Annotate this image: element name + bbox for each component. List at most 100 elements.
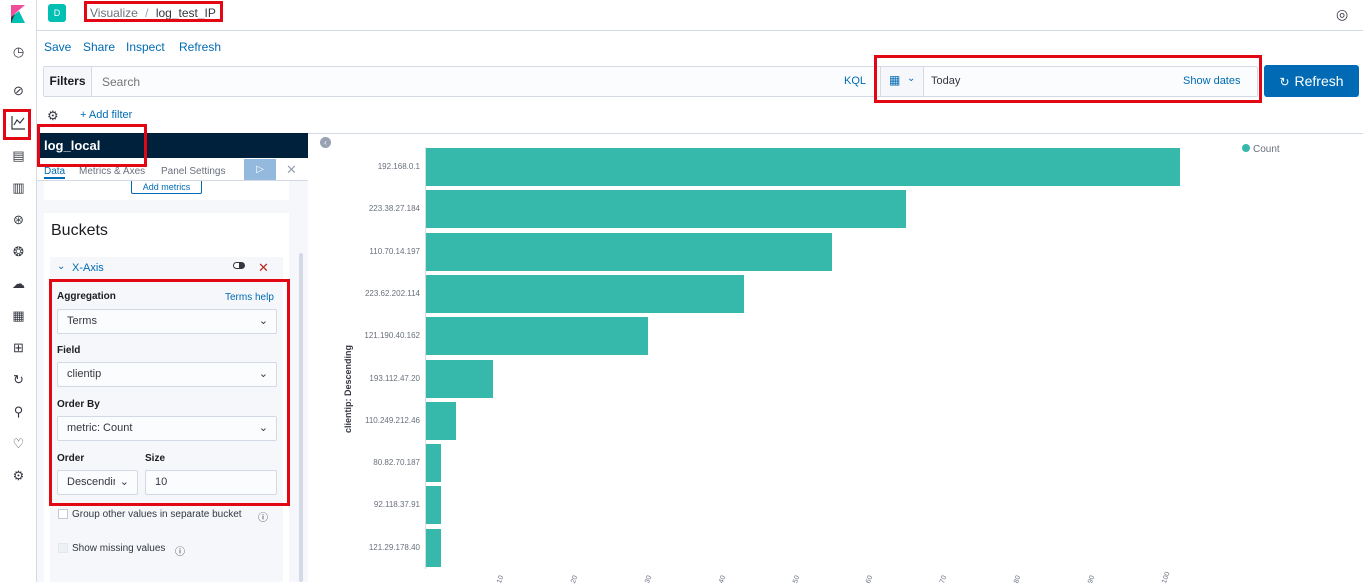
group-other-checkbox[interactable] — [58, 509, 68, 519]
y-tick-label: 223.62.202.114 — [364, 288, 420, 298]
clock-icon[interactable]: ◷ — [12, 44, 25, 59]
refresh-link[interactable]: Refresh — [179, 40, 222, 54]
apm-icon[interactable]: ⊞ — [13, 340, 24, 355]
kibana-logo[interactable] — [9, 5, 27, 23]
monitoring-icon[interactable]: ♡ — [12, 436, 25, 451]
chevron-down-icon[interactable]: ⌄ — [57, 261, 66, 272]
compass-icon[interactable]: ⊘ — [13, 83, 24, 98]
scrollbar[interactable] — [299, 253, 303, 582]
order-select[interactable]: Descending ⌄ — [57, 470, 138, 495]
editor-tabs: Data Metrics & Axes Panel Settings ▷ ✕ — [37, 158, 308, 181]
y-tick-label: 110.70.14.197 — [369, 246, 420, 256]
y-tick-label: 121.190.40.162 — [364, 331, 420, 341]
ml-icon[interactable]: ❂ — [13, 244, 24, 259]
tab-metrics-axes[interactable]: Metrics & Axes — [79, 166, 146, 177]
xaxis-label: X-Axis — [72, 262, 104, 274]
avatar[interactable]: D — [48, 4, 66, 22]
logs-icon[interactable]: ▦ — [12, 308, 25, 323]
order-value: Descending — [67, 476, 115, 488]
order-by-value: metric: Count — [67, 422, 133, 434]
legend-label: Count — [1253, 144, 1280, 155]
help-icon[interactable]: ◎ — [1336, 6, 1349, 22]
breadcrumb-app[interactable]: Visualize — [90, 6, 138, 20]
order-by-select[interactable]: metric: Count ⌄ — [57, 416, 277, 441]
aggregation-select[interactable]: Terms ⌄ — [57, 309, 277, 334]
breadcrumb-current: log_test_IP — [155, 6, 216, 20]
y-tick-label: 80.82.70.187 — [373, 458, 420, 468]
tab-panel-settings[interactable]: Panel Settings — [161, 166, 226, 177]
apply-button[interactable]: ▷ — [244, 159, 276, 180]
x-tick-label: 20 — [569, 574, 580, 584]
query-bar: Filters KQL ▦ ⌄ Today Show dates — [43, 66, 1258, 97]
index-pattern-header: log_local — [37, 133, 308, 158]
canvas-icon[interactable]: ▥ — [12, 180, 25, 195]
devtools-icon[interactable]: ⚲ — [13, 404, 24, 419]
add-metrics-button[interactable]: Add metrics — [131, 181, 202, 194]
show-dates-link[interactable]: Show dates — [1183, 75, 1241, 87]
search-input[interactable] — [94, 68, 834, 95]
bar[interactable] — [426, 317, 648, 356]
filter-settings-icon[interactable]: ⚙ — [47, 108, 59, 123]
add-filter-link[interactable]: + Add filter — [80, 109, 133, 121]
breadcrumb: Visualize / log_test_IP — [90, 6, 216, 20]
toggle-icon[interactable] — [233, 262, 245, 269]
plot-area: 10 20 30 40 50 60 70 80 90 100 — [426, 134, 1363, 584]
visualize-icon[interactable] — [10, 115, 27, 132]
bar[interactable] — [426, 359, 493, 398]
refresh-button-label: Refresh — [1294, 73, 1344, 89]
x-tick-label: 10 — [495, 574, 506, 584]
remove-x-icon[interactable]: ✕ — [258, 260, 269, 275]
filters-label: Filters — [44, 67, 92, 96]
size-input[interactable]: 10 — [145, 470, 277, 495]
legend-swatch — [1242, 144, 1250, 152]
share-link[interactable]: Share — [83, 40, 116, 54]
bar[interactable] — [426, 401, 456, 440]
dashboard-icon[interactable]: ▤ — [12, 148, 25, 163]
date-display[interactable]: Today — [931, 75, 961, 87]
infra-icon[interactable]: ☁ — [12, 276, 25, 291]
refresh-button[interactable]: ↻ Refresh — [1264, 65, 1359, 97]
calendar-icon: ▦ — [889, 73, 901, 87]
y-tick-label: 121.29.178.40 — [368, 542, 420, 552]
help-icon[interactable]: ⓘ — [175, 547, 185, 558]
kql-toggle[interactable]: KQL — [844, 75, 867, 87]
aggregation-label: Aggregation — [57, 291, 116, 302]
bar[interactable] — [426, 528, 441, 567]
save-link[interactable]: Save — [44, 40, 72, 54]
maps-icon[interactable]: ⊛ — [13, 212, 24, 227]
date-quick-select[interactable]: ▦ ⌄ — [880, 67, 924, 96]
x-tick-label: 60 — [865, 574, 875, 584]
tab-data[interactable]: Data — [44, 166, 66, 179]
uptime-icon[interactable]: ↻ — [13, 372, 24, 387]
bar[interactable] — [426, 232, 833, 271]
x-tick-label: 80 — [1013, 574, 1023, 584]
chevron-down-icon: ⌄ — [258, 315, 268, 327]
collapse-sidebar-icon[interactable]: ‹ — [320, 137, 331, 148]
y-axis-line — [425, 147, 426, 569]
chevron-down-icon: ⌄ — [119, 471, 129, 494]
buckets-title: Buckets — [51, 222, 108, 239]
discard-close-icon[interactable]: ✕ — [286, 162, 297, 177]
xaxis-header[interactable]: ⌄ X-Axis ✕ — [50, 257, 283, 281]
help-icon[interactable]: ⓘ — [258, 513, 268, 524]
y-tick-label: 193.112.47.20 — [369, 373, 420, 383]
bar[interactable] — [426, 148, 1180, 186]
show-missing-checkbox[interactable] — [58, 543, 68, 553]
field-select[interactable]: clientip ⌄ — [57, 362, 277, 387]
visualization-canvas: ‹ Count clientip: Descending 192.168.0.1… — [308, 133, 1363, 584]
bar[interactable] — [426, 274, 744, 313]
y-tick-label: 110.249.212.46 — [364, 415, 420, 425]
legend-item[interactable]: Count — [1242, 144, 1280, 155]
x-tick-label: 100 — [1161, 571, 1172, 584]
terms-help-link[interactable]: Terms help — [225, 292, 274, 303]
field-label: Field — [57, 345, 81, 356]
bar[interactable] — [426, 444, 441, 483]
inspect-link[interactable]: Inspect — [126, 40, 165, 54]
settings-gear-icon[interactable]: ⚙ — [12, 468, 25, 483]
x-tick-label: 70 — [939, 574, 949, 584]
left-nav: ◷ ⊘ ▤ ▥ ⊛ ❂ ☁ ▦ ⊞ ↻ ⚲ ♡ ⚙ — [0, 0, 37, 582]
bar[interactable] — [426, 486, 441, 525]
show-missing-label: Show missing values — [72, 543, 166, 554]
bar[interactable] — [426, 190, 907, 229]
index-pattern-title: log_local — [44, 138, 101, 153]
